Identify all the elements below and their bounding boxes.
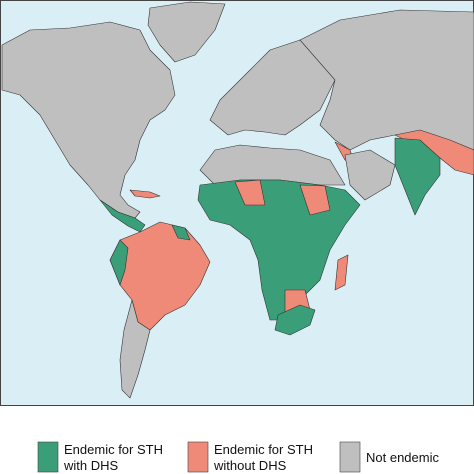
greenland [147,1,226,63]
south-america-dhs [109,239,129,286]
legend-swatch [37,441,59,473]
madagascar [334,254,349,291]
legend-label: Not endemic [366,450,439,465]
arabia [344,149,396,201]
guyana [171,224,191,241]
legend-label: Endemic for STH [64,442,163,457]
legend-label: Endemic for STH [214,442,313,457]
legend-swatch [339,441,361,473]
legend-label: with DHS [63,458,119,473]
india [394,137,441,216]
southern-cone [119,299,151,399]
north-america [1,21,176,219]
caribbean [129,189,161,199]
legend-label: without DHS [213,458,287,473]
central-america [99,199,146,233]
legend-swatch [187,441,209,473]
south-africa [274,304,316,336]
sudan-endemic [299,184,331,216]
land-masses [1,1,474,399]
sahel-endemic [234,179,266,206]
